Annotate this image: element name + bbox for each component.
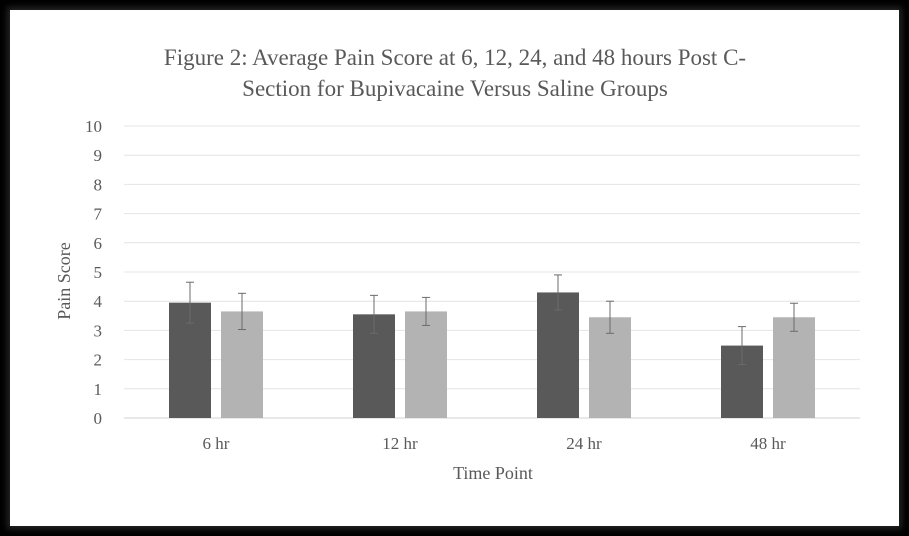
y-axis-title: Pain Score [54,242,74,319]
y-tick-label: 10 [85,117,102,136]
chart-card: Figure 2: Average Pain Score at 6, 12, 2… [10,10,899,526]
bar [405,311,447,418]
x-tick-label: 24 hr [566,434,602,453]
y-tick-label: 1 [94,380,103,399]
y-tick-label: 4 [94,292,103,311]
bar [589,317,631,418]
x-axis-title: Time Point [453,463,533,483]
y-tick-label: 0 [94,409,103,428]
y-tick-label: 9 [94,146,103,165]
chart-title-line-1: Figure 2: Average Pain Score at 6, 12, 2… [164,45,746,70]
x-tick-label: 48 hr [750,434,786,453]
y-tick-label: 7 [94,205,103,224]
y-tick-label: 6 [94,234,103,253]
y-tick-label: 3 [94,321,103,340]
x-tick-label: 12 hr [382,434,418,453]
bar [537,292,579,418]
chart-title-line-2: Section for Bupivacaine Versus Saline Gr… [242,76,668,101]
bar-chart: Figure 2: Average Pain Score at 6, 12, 2… [54,45,860,483]
bar [773,317,815,418]
y-tick-label: 2 [94,351,103,370]
x-tick-label: 6 hr [203,434,230,453]
y-tick-label: 8 [94,175,103,194]
bars [169,274,815,418]
y-tick-label: 5 [94,263,103,282]
x-axis-ticks: 6 hr 12 hr 24 hr 48 hr [203,434,787,453]
y-axis-ticks: 0 1 2 3 4 5 6 7 8 9 10 [85,117,103,428]
